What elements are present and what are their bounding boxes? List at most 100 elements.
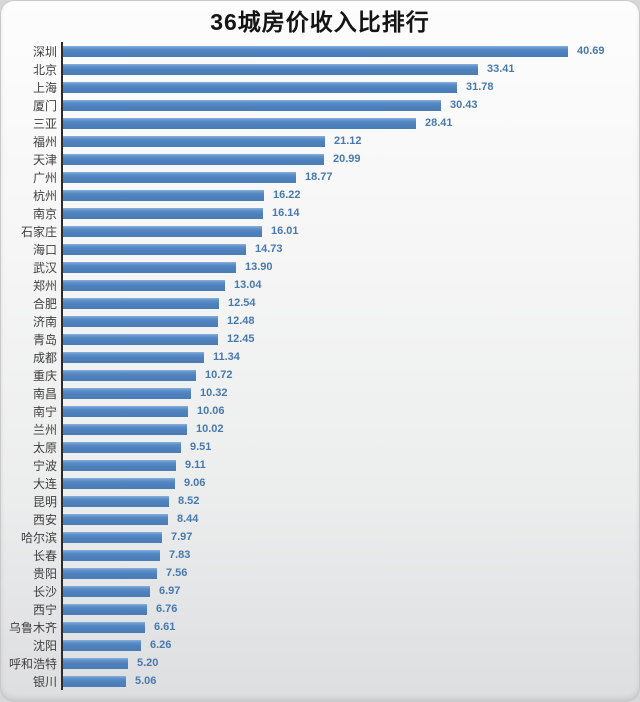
bar [63,351,204,363]
value-label: 6.26 [150,639,172,651]
city-label: 郑州 [32,278,57,293]
bar [63,531,162,543]
bar [63,189,264,201]
bar [63,513,168,525]
value-label: 10.72 [205,369,233,381]
city-label: 济南 [32,314,57,329]
bar-row: 兰州 10.02 [33,420,640,438]
y-axis-line: 28.41 [61,114,640,132]
city-label: 南昌 [32,386,57,401]
value-label: 9.11 [185,459,206,471]
bar [63,387,191,399]
y-axis-line: 12.48 [61,312,640,330]
bar [63,315,218,327]
bar [63,171,296,183]
y-axis-line: 12.54 [61,294,640,312]
bar-row: 厦门 30.43 [33,96,640,114]
y-axis-line: 6.97 [61,582,640,600]
value-label: 16.22 [273,189,301,201]
city-label: 宁波 [32,458,57,473]
bar-row: 西宁 6.76 [33,600,640,618]
bar-row: 西安 8.44 [33,510,640,528]
bar-row: 太原 9.51 [33,438,640,456]
y-axis-line: 30.43 [61,96,640,114]
city-label: 乌鲁木齐 [8,620,57,635]
bar-row: 郑州 13.04 [33,276,640,294]
bar [63,279,225,291]
city-label: 银川 [32,674,57,689]
value-label: 11.34 [213,351,240,363]
value-label: 13.90 [245,261,273,273]
y-axis-line: 10.32 [61,384,640,402]
value-label: 31.78 [466,81,494,93]
value-label: 16.14 [272,207,300,219]
y-axis-line: 14.73 [61,240,640,258]
bar-row: 福州 21.12 [33,132,640,150]
bar [63,63,478,75]
value-label: 40.69 [577,45,605,57]
bar [63,117,416,129]
bar-row: 昆明 8.52 [33,492,640,510]
bar-row: 南宁 10.06 [33,402,640,420]
bar [63,99,441,111]
bar-row: 天津 20.99 [33,150,640,168]
bar-row: 大连 9.06 [33,474,640,492]
bar-row: 深圳 40.69 [33,42,640,60]
y-axis-line: 13.90 [61,258,640,276]
bar-row: 哈尔滨 7.97 [21,528,640,546]
y-axis-line: 33.41 [61,60,640,78]
bar-row: 南昌 10.32 [33,384,640,402]
value-label: 8.52 [178,495,200,507]
y-axis-line: 10.06 [61,402,640,420]
y-axis-line: 18.77 [61,168,640,186]
bar [63,675,126,687]
y-axis-line: 10.02 [61,420,640,438]
bar-row: 宁波 9.11 [33,456,640,474]
city-label: 南宁 [32,404,57,419]
chart-title: 36城房价收入比排行 [210,9,430,35]
y-axis-line: 16.14 [61,204,640,222]
bar-row: 海口 14.73 [33,240,640,258]
bar-row: 广州 18.77 [33,168,640,186]
value-label: 14.73 [255,243,283,255]
value-label: 8.44 [177,513,199,525]
bar-row: 杭州 16.22 [33,186,640,204]
city-label: 兰州 [32,422,57,437]
value-label: 28.41 [425,117,453,129]
bar-row: 重庆 10.72 [33,366,640,384]
city-label: 南京 [32,206,57,221]
bar [63,207,263,219]
bar-row: 乌鲁木齐 6.61 [9,618,640,636]
bar-row: 呼和浩特 5.20 [9,654,640,672]
bar [63,441,181,453]
bar [63,567,157,579]
y-axis-line: 6.61 [61,618,640,636]
y-axis-line: 9.51 [61,438,640,456]
value-label: 9.51 [190,441,212,453]
bar-rows: 深圳 40.69 北京 33.41 上海 31.78 厦门 30.43 三亚 28.41 福州 21.… [9,42,640,690]
y-axis-line: 13.04 [61,276,640,294]
city-label: 重庆 [32,368,57,383]
y-axis-line: 8.52 [61,492,640,510]
bar [63,639,141,651]
city-label: 合肥 [32,296,57,311]
y-axis-line: 6.76 [61,600,640,618]
value-label: 10.32 [200,387,228,399]
bar [63,549,160,561]
bar [63,405,188,417]
value-label: 13.04 [234,279,262,291]
y-axis-line: 9.06 [61,474,640,492]
city-label: 哈尔滨 [20,530,57,545]
bar-row: 南京 16.14 [33,204,640,222]
y-axis-line: 21.12 [61,132,640,150]
city-label: 西安 [32,512,57,527]
bar-row: 青岛 12.45 [33,330,640,348]
bar-row: 上海 31.78 [33,78,640,96]
bar [63,333,218,345]
city-label: 北京 [32,62,57,77]
y-axis-line: 16.01 [61,222,640,240]
y-axis-line: 10.72 [61,366,640,384]
city-label: 海口 [32,242,57,257]
bar [63,153,324,165]
